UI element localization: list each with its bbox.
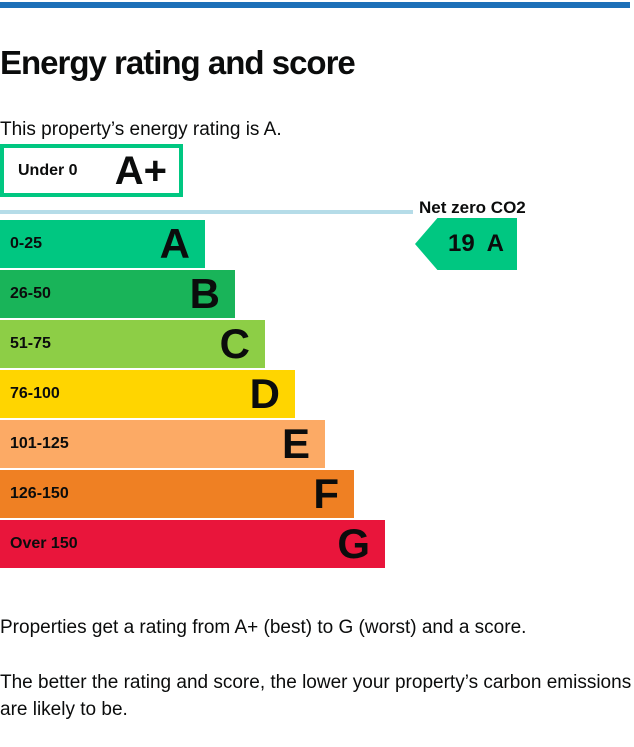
band-g: Over 150 G (0, 520, 385, 568)
band-range-label: 51-75 (10, 335, 51, 352)
score-value: 19 (447, 230, 475, 257)
band-range-label: 0-25 (10, 235, 43, 252)
page-title: Energy rating and score (0, 44, 356, 82)
band-range-label: Under 0 (18, 161, 78, 179)
band-letter: D (249, 370, 280, 417)
band-range-label: 76-100 (10, 385, 60, 402)
footer-para-1: Properties get a rating from A+ (best) t… (0, 617, 527, 638)
footer-para-2-line-2: are likely to be. (0, 699, 128, 720)
band-letter: A (159, 220, 190, 267)
band-a: 0-25 A (0, 220, 205, 268)
band-letter: F (313, 470, 339, 517)
footer-para-2-line-1: The better the rating and score, the low… (0, 672, 632, 693)
band-range-label: Over 150 (10, 535, 78, 552)
net-zero-label: Net zero CO2 (419, 198, 526, 217)
intro-text: This property’s energy rating is A. (0, 119, 282, 140)
rating-scale: 0-25 A 26-50 B 51-75 C 76-100 D 101-125 … (0, 220, 385, 570)
band-a-plus: Under 0 A+ (0, 144, 183, 197)
top-border (0, 2, 630, 8)
band-b: 26-50 B (0, 270, 235, 318)
footer-para-2: The better the rating and score, the low… (0, 669, 634, 723)
band-e: 101-125 E (0, 420, 325, 468)
score-rating: A (486, 230, 505, 257)
band-c: 51-75 C (0, 320, 265, 368)
band-letter: B (189, 270, 220, 317)
band-letter: A+ (114, 148, 167, 193)
band-letter: E (281, 420, 310, 467)
band-range-label: 26-50 (10, 285, 51, 302)
score-pointer: 19 A (415, 218, 517, 270)
band-letter: G (337, 520, 370, 567)
band-letter: C (219, 320, 250, 367)
band-f: 126-150 F (0, 470, 354, 518)
band-range-label: 126-150 (10, 485, 69, 502)
band-d: 76-100 D (0, 370, 295, 418)
band-range-label: 101-125 (10, 435, 69, 452)
net-zero-line (0, 210, 413, 214)
